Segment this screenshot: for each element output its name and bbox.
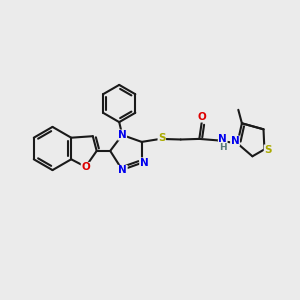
Text: N: N [118, 165, 127, 176]
Text: N: N [118, 130, 127, 140]
Text: N: N [140, 158, 148, 168]
Text: S: S [158, 133, 166, 143]
Text: N: N [218, 134, 227, 144]
Text: N: N [231, 136, 239, 146]
Text: O: O [198, 112, 207, 122]
Text: O: O [81, 162, 90, 172]
Text: H: H [219, 142, 226, 152]
Text: S: S [264, 145, 272, 155]
